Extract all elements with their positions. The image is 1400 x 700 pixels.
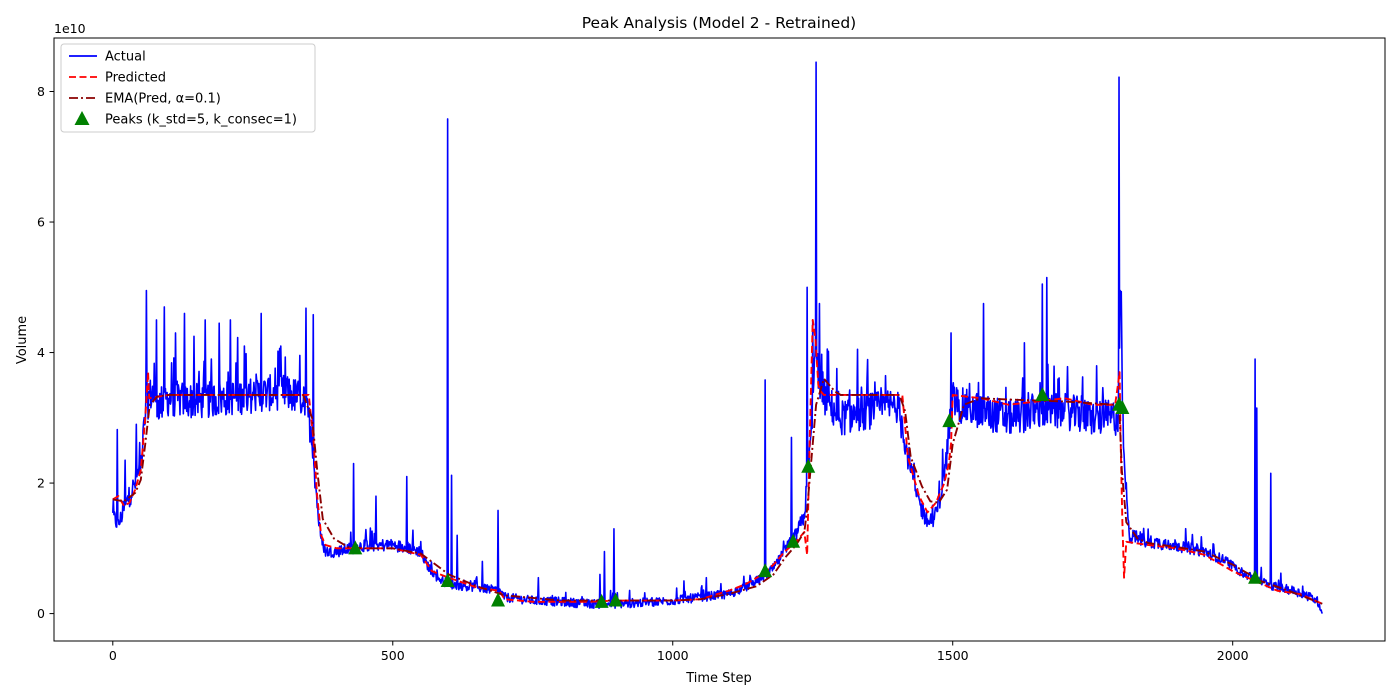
y-tick-label: 6 <box>37 215 45 230</box>
peak-marker <box>786 533 801 548</box>
y-tick-label: 4 <box>37 345 45 360</box>
plot-frame <box>53 37 1386 642</box>
chart-title: Peak Analysis (Model 2 - Retrained) <box>582 14 856 32</box>
x-axis-label: Time Step <box>685 671 752 686</box>
legend-label: Peaks (k_std=5, k_consec=1) <box>105 113 297 128</box>
x-tick-label: 0 <box>109 648 117 663</box>
peak-marker <box>1035 386 1050 401</box>
peak-marker <box>758 563 773 578</box>
peak-marker <box>608 592 623 607</box>
y-tick-label: 8 <box>37 84 45 99</box>
peak-marker <box>594 593 609 608</box>
x-tick-label: 500 <box>381 648 405 663</box>
peak-marker <box>942 413 957 428</box>
x-tick-label: 1000 <box>657 648 689 663</box>
y-tick-label: 2 <box>37 476 45 491</box>
peak-marker <box>1115 400 1130 415</box>
legend-label: Actual <box>105 50 146 65</box>
peak-marker <box>348 540 363 555</box>
legend-label: Predicted <box>105 71 166 86</box>
x-tick-label: 2000 <box>1217 648 1249 663</box>
series-line-predicted <box>112 318 1323 605</box>
legend-box <box>60 43 316 133</box>
x-tick-label: 1500 <box>937 648 969 663</box>
y-axis-label: Volume <box>15 316 30 364</box>
peak-marker <box>801 458 816 473</box>
peak-marker <box>1248 569 1263 584</box>
legend-label: EMA(Pred, α=0.1) <box>105 92 221 107</box>
legend-swatch <box>74 111 90 125</box>
peak-marker <box>491 592 506 607</box>
y-offset-text: 1e10 <box>54 21 86 36</box>
y-tick-label: 0 <box>37 606 45 621</box>
series-line-actual <box>111 61 1324 614</box>
peak-marker <box>440 572 455 587</box>
